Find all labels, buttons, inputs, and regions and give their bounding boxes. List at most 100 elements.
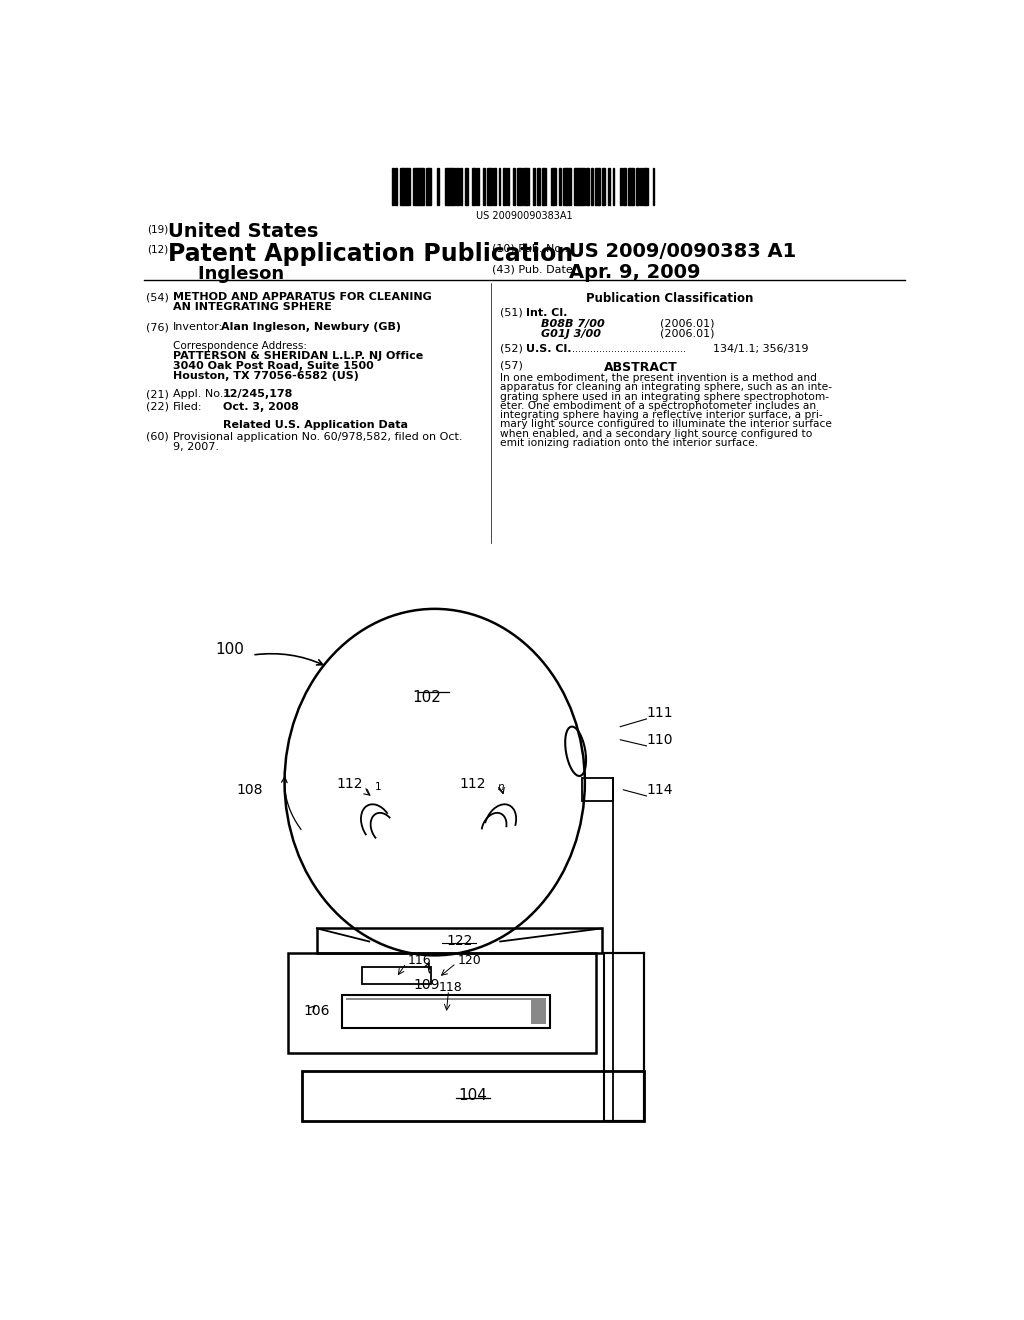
Bar bbox=[565, 168, 567, 205]
Bar bbox=[643, 168, 645, 205]
Bar bbox=[487, 168, 490, 205]
Bar bbox=[517, 168, 518, 205]
Bar bbox=[419, 168, 420, 205]
Text: grating sphere used in an integrating sphere spectrophotom-: grating sphere used in an integrating sp… bbox=[500, 392, 829, 401]
Text: apparatus for cleaning an integrating sphere, such as an inte-: apparatus for cleaning an integrating sp… bbox=[500, 383, 833, 392]
Bar bbox=[401, 168, 403, 205]
Text: Correspondence Address:: Correspondence Address: bbox=[173, 341, 307, 351]
Bar bbox=[637, 168, 639, 205]
Text: when enabled, and a secondary light source configured to: when enabled, and a secondary light sour… bbox=[500, 429, 812, 438]
Bar bbox=[474, 168, 475, 205]
Text: 110: 110 bbox=[646, 733, 673, 747]
Bar bbox=[316, 928, 602, 953]
Text: 134/1.1; 356/319: 134/1.1; 356/319 bbox=[713, 345, 808, 354]
Bar bbox=[346, 1001, 531, 1024]
Bar bbox=[490, 168, 492, 205]
Bar bbox=[542, 168, 544, 205]
Bar bbox=[527, 168, 529, 205]
Bar bbox=[453, 168, 455, 205]
Text: (52): (52) bbox=[500, 345, 523, 354]
Text: ......................................: ...................................... bbox=[571, 345, 686, 354]
Bar bbox=[523, 168, 524, 205]
Text: 12/245,178: 12/245,178 bbox=[223, 389, 293, 400]
Bar bbox=[608, 168, 609, 205]
Bar bbox=[621, 168, 622, 205]
Bar bbox=[632, 168, 634, 205]
Bar bbox=[603, 168, 605, 205]
Text: United States: United States bbox=[168, 222, 317, 240]
Bar bbox=[289, 953, 596, 1053]
Bar bbox=[584, 168, 585, 205]
Text: Patent Application Publication: Patent Application Publication bbox=[168, 242, 572, 265]
Bar bbox=[416, 168, 417, 205]
Text: 108: 108 bbox=[237, 783, 263, 797]
Bar bbox=[437, 168, 438, 205]
Text: 102: 102 bbox=[413, 689, 441, 705]
Bar bbox=[582, 779, 612, 801]
Text: Alan Ingleson, Newbury (GB): Alan Ingleson, Newbury (GB) bbox=[221, 322, 401, 333]
Text: (51): (51) bbox=[500, 308, 523, 318]
Bar bbox=[520, 168, 521, 205]
Text: (2006.01): (2006.01) bbox=[660, 318, 715, 329]
Bar bbox=[465, 168, 466, 205]
Bar bbox=[449, 168, 451, 205]
Bar bbox=[457, 168, 459, 205]
Bar bbox=[640, 168, 642, 205]
Bar bbox=[628, 168, 630, 205]
Bar bbox=[602, 168, 603, 205]
Bar bbox=[429, 168, 431, 205]
Bar bbox=[395, 168, 397, 205]
Text: Provisional application No. 60/978,582, filed on Oct.: Provisional application No. 60/978,582, … bbox=[173, 432, 463, 442]
Text: 100: 100 bbox=[216, 642, 245, 657]
Bar bbox=[587, 168, 588, 205]
Text: In one embodiment, the present invention is a method and: In one embodiment, the present invention… bbox=[500, 374, 817, 383]
Text: (10) Pub. No.:: (10) Pub. No.: bbox=[493, 243, 568, 253]
Text: emit ionizing radiation onto the interior surface.: emit ionizing radiation onto the interio… bbox=[500, 438, 759, 447]
Text: (2006.01): (2006.01) bbox=[660, 329, 715, 338]
Bar bbox=[346, 998, 547, 1024]
Bar bbox=[538, 168, 539, 205]
Bar bbox=[413, 168, 416, 205]
Bar bbox=[599, 168, 600, 205]
Text: mary light source configured to illuminate the interior surface: mary light source configured to illumina… bbox=[500, 420, 833, 429]
Text: 118: 118 bbox=[438, 981, 462, 994]
Bar bbox=[569, 168, 571, 205]
Bar bbox=[447, 168, 449, 205]
Bar bbox=[426, 168, 428, 205]
Text: G01J 3/00: G01J 3/00 bbox=[541, 329, 601, 338]
Text: (54): (54) bbox=[146, 293, 169, 302]
Bar bbox=[604, 953, 644, 1121]
Text: Apr. 9, 2009: Apr. 9, 2009 bbox=[569, 263, 701, 282]
Text: eter. One embodiment of a spectrophotometer includes an: eter. One embodiment of a spectrophotome… bbox=[500, 401, 816, 411]
Bar bbox=[451, 168, 453, 205]
Text: (12): (12) bbox=[147, 244, 169, 255]
Text: (19): (19) bbox=[147, 224, 169, 235]
Text: Houston, TX 77056-6582 (US): Houston, TX 77056-6582 (US) bbox=[173, 371, 358, 381]
Bar bbox=[562, 168, 565, 205]
Text: 104: 104 bbox=[459, 1089, 487, 1104]
Text: 106: 106 bbox=[304, 1003, 331, 1018]
Bar bbox=[499, 168, 500, 205]
Text: Related U.S. Application Data: Related U.S. Application Data bbox=[223, 420, 408, 430]
Text: (21): (21) bbox=[146, 389, 169, 400]
Text: n: n bbox=[498, 781, 505, 792]
Text: Int. Cl.: Int. Cl. bbox=[526, 308, 567, 318]
Text: ABSTRACT: ABSTRACT bbox=[604, 360, 678, 374]
Bar bbox=[624, 168, 625, 205]
Bar bbox=[630, 168, 632, 205]
Bar bbox=[460, 168, 462, 205]
Bar bbox=[595, 168, 596, 205]
Text: 120: 120 bbox=[458, 954, 481, 968]
Bar bbox=[625, 168, 627, 205]
Bar bbox=[534, 168, 535, 205]
Text: US 2009/0090383 A1: US 2009/0090383 A1 bbox=[569, 242, 797, 260]
Bar bbox=[574, 168, 578, 205]
Text: PATTERSON & SHERIDAN L.L.P. NJ Office: PATTERSON & SHERIDAN L.L.P. NJ Office bbox=[173, 351, 423, 360]
Text: Filed:: Filed: bbox=[173, 401, 203, 412]
Text: 112: 112 bbox=[460, 776, 486, 791]
Bar bbox=[581, 168, 584, 205]
Bar bbox=[507, 168, 509, 205]
Bar bbox=[567, 168, 569, 205]
Bar bbox=[361, 966, 431, 983]
Bar bbox=[477, 168, 479, 205]
